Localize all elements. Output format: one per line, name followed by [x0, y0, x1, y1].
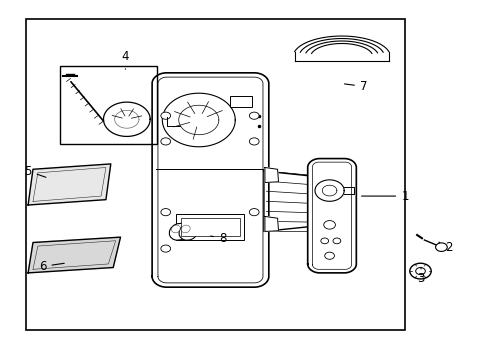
- Text: 1: 1: [361, 190, 408, 203]
- Circle shape: [249, 208, 259, 216]
- Text: 3: 3: [416, 267, 424, 285]
- Polygon shape: [28, 164, 111, 205]
- Text: 6: 6: [39, 260, 64, 273]
- Ellipse shape: [169, 224, 188, 240]
- Circle shape: [324, 252, 334, 259]
- Text: 7: 7: [344, 80, 366, 93]
- Circle shape: [249, 112, 259, 119]
- Polygon shape: [264, 167, 278, 183]
- Circle shape: [332, 238, 340, 244]
- Circle shape: [409, 263, 430, 279]
- Text: 2: 2: [438, 241, 451, 255]
- Bar: [181, 218, 239, 237]
- Circle shape: [320, 238, 328, 244]
- Text: 5: 5: [24, 165, 46, 177]
- Polygon shape: [264, 216, 278, 231]
- Bar: [176, 214, 244, 240]
- Circle shape: [161, 245, 170, 252]
- Bar: [229, 96, 251, 107]
- Bar: [60, 66, 157, 144]
- Polygon shape: [28, 237, 120, 273]
- Bar: [26, 19, 404, 330]
- Circle shape: [161, 138, 170, 145]
- Ellipse shape: [179, 224, 198, 240]
- Circle shape: [161, 208, 170, 216]
- Circle shape: [435, 243, 447, 251]
- Circle shape: [249, 138, 259, 145]
- Polygon shape: [307, 158, 356, 273]
- Polygon shape: [264, 171, 339, 231]
- Circle shape: [323, 221, 335, 229]
- Ellipse shape: [181, 225, 190, 233]
- Text: 8: 8: [210, 232, 226, 245]
- Polygon shape: [152, 73, 268, 287]
- Ellipse shape: [171, 225, 180, 233]
- Circle shape: [415, 267, 425, 275]
- Circle shape: [161, 112, 170, 119]
- Text: 4: 4: [122, 50, 129, 69]
- Polygon shape: [294, 36, 388, 53]
